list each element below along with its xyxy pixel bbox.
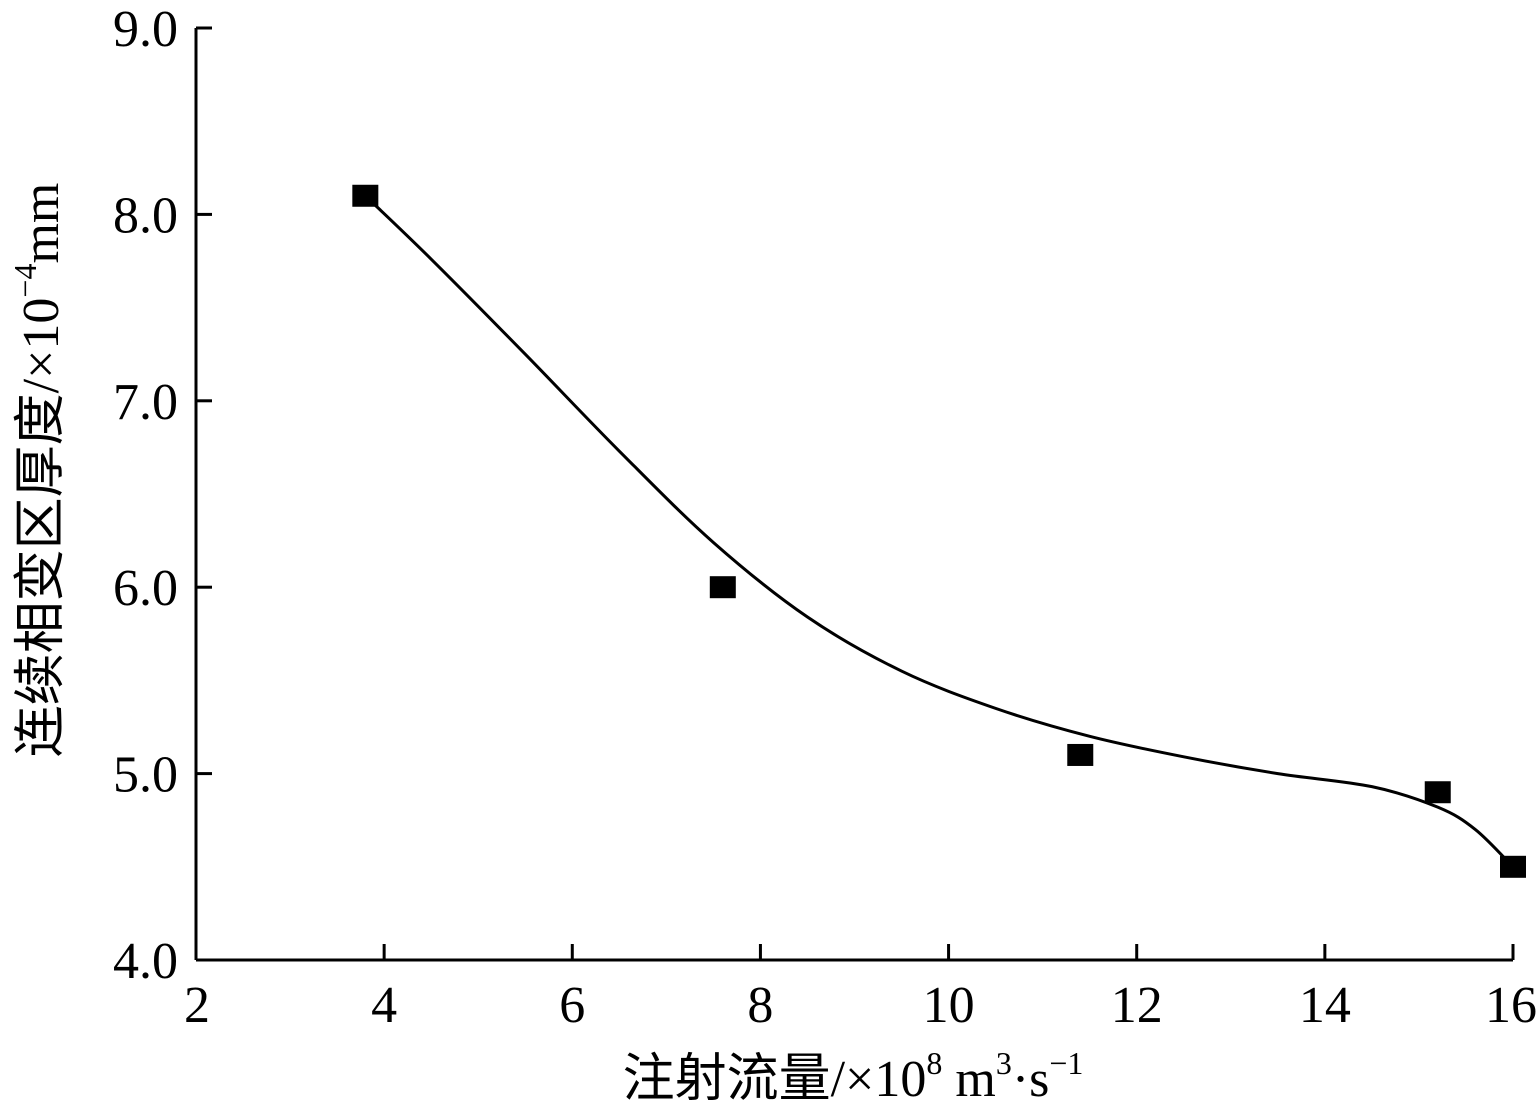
fit-curve-layer [364, 194, 1515, 868]
y-axis-title: 连续相变区厚度/×10−4mm [7, 183, 70, 758]
data-point [352, 184, 379, 207]
y-tick-label: 7.0 [113, 374, 178, 431]
x-axis-title: 注射流量/×108 m3·s−1 [623, 1045, 1084, 1108]
x-tick-label: 14 [1299, 977, 1351, 1034]
x-tick-label: 8 [747, 977, 773, 1034]
axes [194, 28, 1513, 962]
y-tick-label: 6.0 [113, 560, 178, 617]
data-point [1067, 743, 1094, 766]
y-tick-label: 5.0 [113, 747, 178, 804]
fit-curve [364, 194, 1515, 868]
y-tick-label: 4.0 [113, 933, 178, 990]
ticks: 2 4 6 8 10 12 14 16 4.0 5.0 6.0 7.0 8.0 9.0 [113, 1, 1537, 1034]
y-tick-label: 9.0 [113, 1, 178, 58]
data-point [1424, 781, 1451, 804]
x-tick-label: 16 [1485, 977, 1537, 1034]
x-tick-label: 2 [184, 977, 210, 1034]
x-tick-label: 4 [371, 977, 397, 1034]
data-point [709, 576, 736, 599]
y-tick-label: 8.0 [113, 187, 178, 244]
data-points [352, 184, 1526, 878]
data-point [1500, 855, 1526, 878]
x-tick-label: 12 [1111, 977, 1163, 1034]
x-tick-label: 6 [559, 977, 585, 1034]
x-tick-label: 10 [923, 977, 975, 1034]
